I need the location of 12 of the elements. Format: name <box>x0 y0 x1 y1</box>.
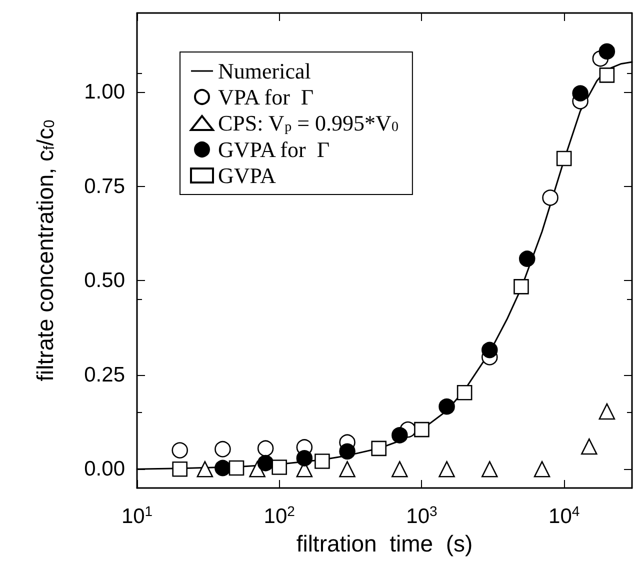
y-tick-label: 0.50 <box>84 269 125 292</box>
legend-label: GVPA <box>218 163 276 188</box>
legend-label: Numerical <box>218 58 311 84</box>
legend-label: GVPA for Γ <box>218 137 330 162</box>
y-tick-label: 1.00 <box>84 80 125 104</box>
y-axis-title: filtrate concentration, cf/c0 <box>32 120 58 382</box>
legend-label: CPS: Vp = 0.995*V0 <box>218 110 398 136</box>
y-tick-label: 0.75 <box>84 174 125 198</box>
legend-label: VPA for Γ <box>218 84 314 110</box>
x-axis-title: filtration time (s) <box>296 530 473 556</box>
y-tick-label: 0.00 <box>84 458 125 481</box>
y-tick-label: 0.25 <box>84 363 125 386</box>
